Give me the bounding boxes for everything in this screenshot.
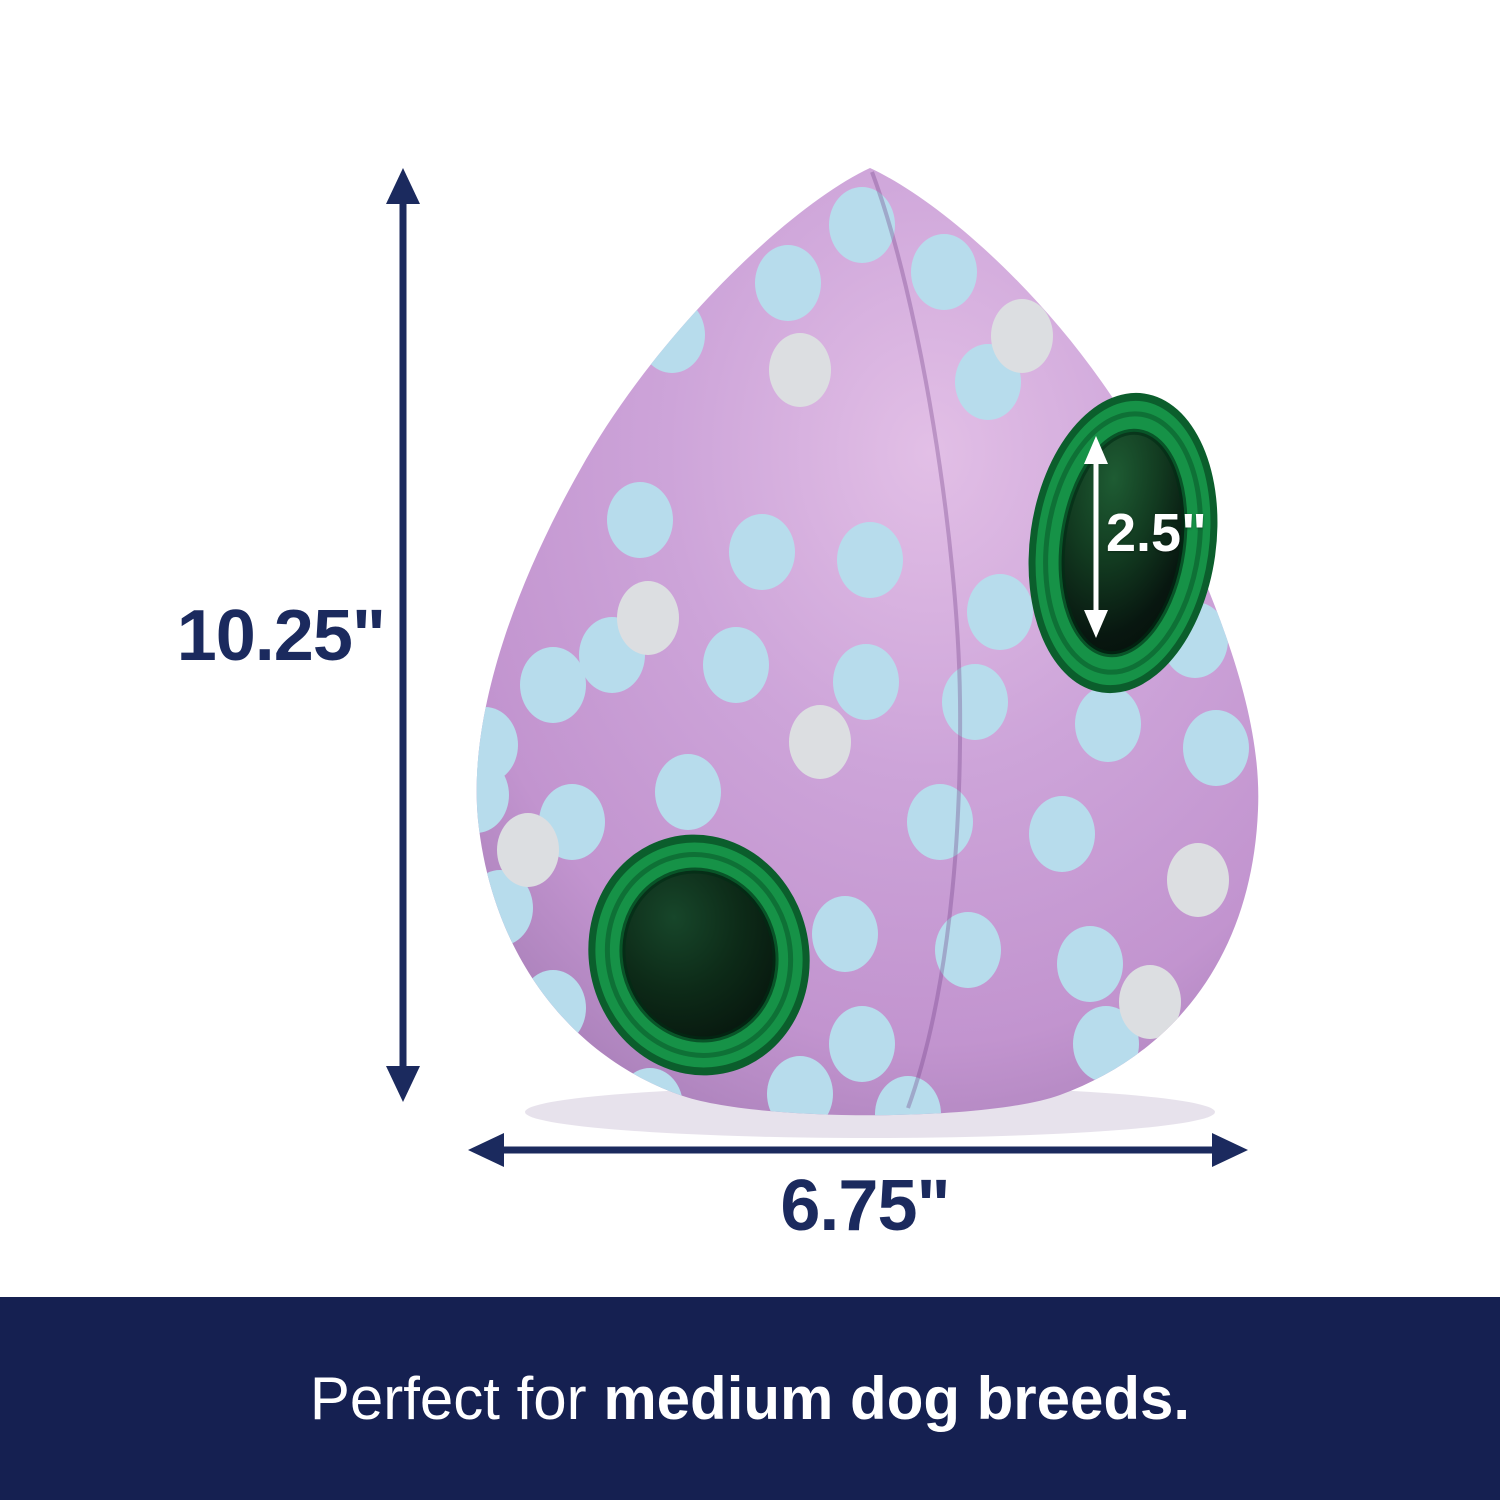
footer-text-bold: medium dog breeds. xyxy=(603,1364,1191,1432)
polka-dot xyxy=(755,245,821,321)
polka-dot xyxy=(523,397,589,473)
polka-dot xyxy=(607,482,673,558)
polka-dot xyxy=(942,664,1008,740)
polka-dot xyxy=(829,1006,895,1082)
height-dimension-arrow xyxy=(386,168,420,1102)
width-dimension-arrow xyxy=(468,1133,1248,1167)
polka-dot xyxy=(703,627,769,703)
polka-dot xyxy=(1119,965,1181,1039)
polka-dot xyxy=(875,1076,941,1116)
polka-dot xyxy=(655,754,721,830)
polka-dot xyxy=(911,234,977,310)
polka-dot xyxy=(729,514,795,590)
polka-dot xyxy=(639,297,705,373)
polka-dot xyxy=(497,813,559,887)
polka-dot xyxy=(1029,796,1095,872)
polka-dot xyxy=(837,522,903,598)
polka-dot xyxy=(617,581,679,655)
opening-height-arrow xyxy=(1084,436,1108,638)
polka-dot xyxy=(1075,686,1141,762)
polka-dot xyxy=(520,647,586,723)
polka-dot xyxy=(967,574,1033,650)
polka-dot xyxy=(812,896,878,972)
polka-dot xyxy=(1167,843,1229,917)
polka-dot xyxy=(833,644,899,720)
side-opening xyxy=(588,834,810,1076)
polka-dot xyxy=(907,784,973,860)
polka-dot xyxy=(476,757,509,833)
height-dimension-label: 10.25" xyxy=(176,596,386,676)
polka-dot xyxy=(829,187,895,263)
polka-dot xyxy=(991,299,1053,373)
footer-text-regular: Perfect for xyxy=(309,1364,604,1432)
polka-dot xyxy=(520,970,586,1046)
footer-banner: Perfect for medium dog breeds. xyxy=(0,1297,1500,1500)
polka-dot xyxy=(1183,710,1249,786)
polka-dot xyxy=(1057,926,1123,1002)
width-dimension-label: 6.75" xyxy=(780,1166,950,1246)
polka-dot xyxy=(1073,1006,1139,1082)
opening-dimension-label: 2.5" xyxy=(1106,503,1207,563)
polka-dot xyxy=(935,912,1001,988)
polka-dot xyxy=(769,333,831,407)
egg-seam xyxy=(870,171,963,1109)
polka-dot xyxy=(476,707,518,783)
footer-text: Perfect for medium dog breeds. xyxy=(310,1368,1190,1429)
top-opening xyxy=(1028,392,1218,694)
polka-dot xyxy=(789,705,851,779)
